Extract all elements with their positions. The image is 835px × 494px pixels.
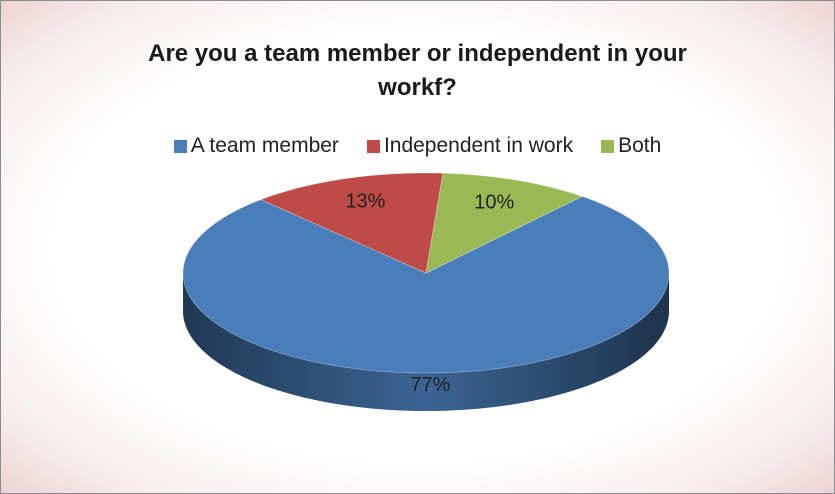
legend-swatch (601, 139, 615, 153)
side-shade (183, 273, 669, 411)
legend-label: Both (618, 134, 662, 157)
legend-label: Independent in work (383, 134, 574, 157)
data-label: 77% (410, 374, 450, 396)
legend-item: A team member (173, 134, 339, 158)
legend-swatch (173, 139, 187, 153)
slice (259, 172, 444, 274)
legend-label: A team member (190, 134, 339, 157)
data-label: 10% (474, 192, 514, 214)
slice (425, 172, 584, 274)
title-box: Are you a team member or independent in … (1, 37, 834, 105)
legend-item: Independent in work (366, 134, 574, 158)
slice (182, 195, 670, 374)
legend-swatch (366, 139, 380, 153)
data-label: 13% (345, 191, 385, 213)
legend: A team member Independent in work Both (1, 134, 834, 158)
legend-item: Both (601, 134, 661, 158)
chart-title: Are you a team member or independent in … (148, 40, 687, 101)
